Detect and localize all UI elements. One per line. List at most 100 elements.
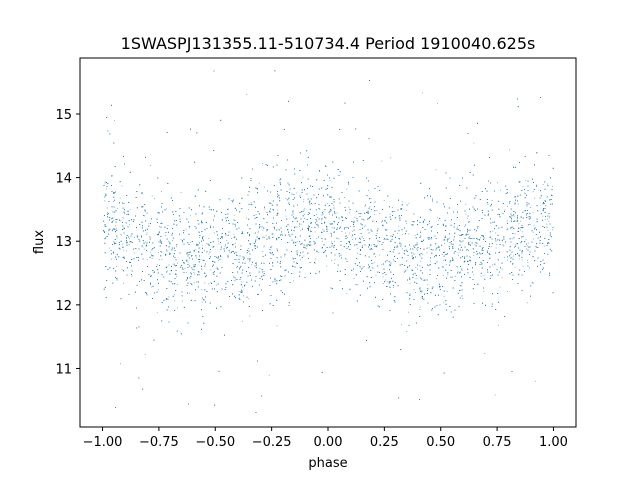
scatter-point [510,254,512,255]
scatter-point [383,200,385,201]
scatter-point [331,260,333,261]
scatter-point [414,234,416,236]
scatter-point [107,212,108,213]
scatter-point [334,262,335,264]
scatter-point [255,214,257,215]
scatter-point [304,207,306,209]
scatter-point [483,290,485,292]
scatter-point [168,264,170,266]
scatter-point [385,279,386,281]
scatter-point [251,204,253,205]
scatter-point [443,296,445,298]
scatter-point [109,247,111,249]
scatter-point [199,237,200,238]
scatter-point [470,257,471,258]
scatter-point [251,264,253,266]
scatter-point [371,244,373,246]
scatter-point [229,252,231,254]
scatter-point [374,213,376,215]
scatter-point [364,224,366,226]
scatter-point [314,231,316,233]
scatter-point [389,286,391,288]
scatter-point [406,223,407,225]
scatter-point [351,230,353,232]
scatter-point [466,218,468,219]
scatter-point [376,210,378,211]
scatter-point [116,208,118,209]
scatter-point [506,229,508,231]
scatter-point [148,223,150,225]
scatter-point [125,250,127,252]
scatter-point [115,225,116,227]
scatter-point [258,230,259,232]
scatter-point [175,265,176,267]
scatter-point [468,221,470,222]
scatter-point [458,252,460,254]
scatter-point [159,225,160,227]
scatter-point [357,252,358,254]
scatter-point [415,278,417,280]
scatter-point [262,229,264,231]
scatter-point [150,251,151,253]
scatter-point [522,265,524,267]
scatter-point [303,201,304,203]
scatter-point [465,213,467,215]
scatter-point [218,268,219,270]
scatter-point [186,272,187,273]
scatter-point [500,189,501,191]
scatter-point [334,240,335,242]
scatter-point [316,238,318,239]
scatter-point [262,163,263,164]
scatter-point [111,175,112,177]
scatter-point [121,185,123,187]
scatter-point [146,259,148,261]
scatter-point [174,294,175,296]
scatter-point [519,258,521,260]
scatter-point [233,280,235,282]
scatter-point [151,286,153,288]
scatter-point [428,247,430,249]
scatter-point [422,253,424,255]
scatter-point [494,394,496,396]
scatter-point [511,256,513,258]
scatter-point [218,259,219,261]
scatter-point [492,264,493,266]
scatter-point [249,315,251,317]
scatter-point [263,245,265,247]
scatter-point [506,220,508,222]
scatter-point [176,246,177,248]
scatter-point [250,202,252,204]
scatter-point [111,230,113,232]
scatter-point [390,157,392,159]
scatter-point [398,225,400,227]
scatter-point [116,266,118,267]
scatter-point [498,252,499,253]
scatter-point [334,259,336,261]
scatter-point [180,192,182,193]
scatter-point [306,248,308,250]
scatter-point [346,293,348,294]
scatter-point [249,260,251,262]
scatter-point [128,244,130,246]
scatter-point [419,265,421,267]
scatter-point [495,232,497,234]
scatter-point [419,309,421,310]
scatter-point [316,249,318,251]
scatter-point [487,204,489,205]
scatter-point [166,208,167,210]
scatter-point [421,291,422,293]
scatter-point [327,230,328,232]
scatter-point [104,182,106,184]
scatter-point [527,216,529,218]
scatter-point [204,250,205,252]
scatter-point [469,236,470,237]
scatter-point [527,262,529,263]
scatter-point [529,267,530,269]
scatter-point [235,279,237,281]
scatter-point [158,259,160,260]
scatter-point [137,235,139,237]
scatter-point [113,220,115,221]
scatter-point [272,265,273,267]
scatter-point [107,207,108,209]
scatter-point [436,278,437,280]
